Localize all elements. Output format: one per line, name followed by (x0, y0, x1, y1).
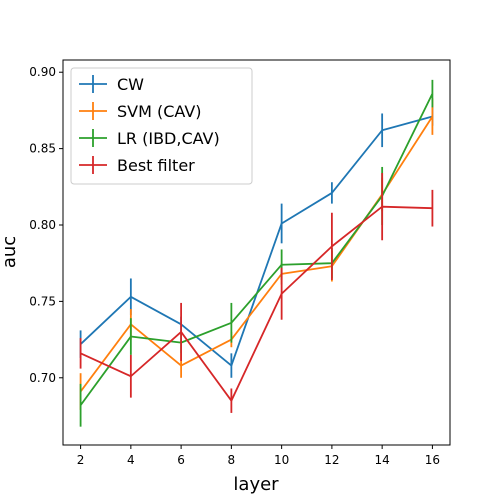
x-tick-label: 8 (228, 453, 236, 467)
x-tick-label: 16 (425, 453, 440, 467)
series-3 (79, 173, 434, 413)
y-axis: 0.70 0.75 0.80 0.85 0.90 (29, 65, 63, 385)
series-line (80, 205, 433, 402)
y-tick-label: 0.75 (29, 294, 56, 308)
x-tick-label: 6 (177, 453, 185, 467)
x-tick-label: 10 (274, 453, 289, 467)
plot-area (79, 79, 434, 427)
x-tick-label: 2 (77, 453, 85, 467)
legend-label: Best filter (117, 156, 195, 175)
y-tick-label: 0.70 (29, 371, 56, 385)
y-tick-label: 0.80 (29, 218, 56, 232)
y-axis-label: auc (0, 236, 20, 268)
x-tick-label: 4 (127, 453, 135, 467)
y-tick-label: 0.90 (29, 65, 56, 79)
x-tick-label: 14 (375, 453, 390, 467)
legend-label: SVM (CAV) (117, 102, 202, 121)
x-axis: 2 4 6 8 10 12 14 16 (77, 445, 440, 467)
plot-frame (62, 59, 451, 446)
legend: CW SVM (CAV) LR (IBD,CAV) Best filter (70, 67, 253, 185)
legend-label: LR (IBD,CAV) (117, 129, 220, 148)
y-tick-label: 0.85 (29, 142, 56, 156)
legend-label: CW (117, 75, 144, 94)
legend-box (70, 67, 253, 185)
x-axis-label: layer (233, 474, 279, 495)
series-line (79, 93, 434, 406)
x-tick-label: 12 (324, 453, 339, 467)
